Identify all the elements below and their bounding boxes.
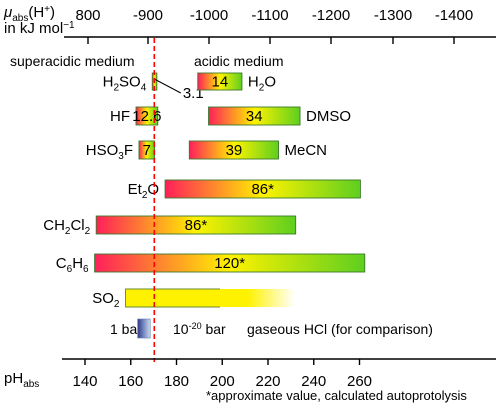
bar-rect — [208, 106, 301, 126]
bar-c6h6: C6H6 120* — [56, 253, 366, 275]
bottom-axis-tick-label: 140 — [72, 373, 97, 390]
bar-rect — [125, 289, 295, 307]
bottom-axis-ticks: 140 160 180 200 220 240 260 — [72, 359, 372, 390]
bar-rect — [135, 106, 159, 126]
bottom-axis-label: pHabs — [4, 370, 39, 390]
bar-et2o: Et2O 86* — [128, 179, 361, 201]
solvent-label: HSO3F — [86, 142, 133, 162]
solvent-label: C6H6 — [56, 255, 89, 275]
solvent-label: HF — [110, 108, 130, 125]
bar-dmso: DMSO 34 — [208, 106, 351, 126]
top-axis-unit: in kJ mol−1 — [4, 20, 75, 37]
value-label: 86* — [251, 181, 274, 198]
top-axis-label: μabs(H+) — [3, 4, 55, 24]
solvent-label: DMSO — [306, 108, 351, 125]
solvent-label: SO2 — [92, 290, 120, 310]
solvent-label: MeCN — [285, 142, 328, 159]
bottom-axis-tick-label: 180 — [164, 373, 189, 390]
hcl-left-label: 1 bar — [110, 321, 142, 337]
top-axis-tick-label: -900 — [133, 7, 163, 24]
bar-rect — [164, 179, 361, 199]
top-axis-ticks: 800 -900 -1000 -1100 -1200 -1300 -1400 — [75, 7, 473, 44]
solvent-bars: H2SO4 3.1 H2O 14 HF 12.6 DMSO 34 HSO3F 7 MeCN 39 Et2… — [43, 72, 366, 310]
bar-ch2cl2: CH2Cl2 86* — [43, 215, 297, 237]
top-axis-tick-label: 800 — [75, 7, 100, 24]
bar-h2o: H2O 14 — [197, 72, 276, 94]
footnote: *approximate value, calculated autoproto… — [206, 388, 467, 403]
solvent-label: Et2O — [128, 181, 159, 201]
bottom-axis-tick-label: 260 — [347, 373, 372, 390]
top-axis: μabs(H+) in kJ mol−1 800 -900 -1000 -1100 -1… — [3, 4, 496, 44]
bar-hso3f: HSO3F 7 — [86, 140, 155, 162]
value-label: 39 — [226, 142, 243, 159]
top-axis-tick-label: -1300 — [374, 7, 412, 24]
bottom-axis-tick-label: 220 — [255, 373, 280, 390]
value-label: 7 — [143, 142, 151, 159]
bottom-axis-tick-label: 160 — [118, 373, 143, 390]
value-label: 86* — [185, 217, 208, 234]
top-axis-tick-label: -1200 — [312, 7, 350, 24]
hcl-gradient-bar — [137, 318, 151, 339]
bar-rect — [188, 140, 279, 160]
bottom-axis: 140 160 180 200 220 240 260 pHabs — [4, 358, 496, 390]
region-label-superacidic: superacidic medium — [10, 53, 135, 69]
bar-so2: SO2 — [92, 288, 295, 310]
bar-rect — [197, 72, 243, 91]
solvent-label: CH2Cl2 — [43, 217, 90, 237]
top-axis-tick-label: -1100 — [251, 7, 288, 24]
hcl-reference: 1 bar 10-20 bar gaseous HCl (for compari… — [110, 318, 433, 339]
solvent-label: H2O — [248, 74, 276, 94]
hcl-right-label: 10-20 bar — [173, 321, 226, 337]
hcl-caption: gaseous HCl (for comparison) — [247, 321, 433, 337]
bar-rect — [94, 253, 366, 273]
top-axis-tick-label: -1400 — [435, 7, 473, 24]
bar-outline — [125, 288, 220, 308]
value-label: 34 — [246, 108, 263, 125]
region-label-acidic: acidic medium — [194, 53, 283, 69]
value-label: 120* — [214, 255, 245, 272]
bar-rect — [95, 215, 297, 235]
bar-mecn: MeCN 39 — [188, 140, 328, 160]
value-pointer — [154, 78, 182, 94]
bottom-axis-tick-label: 200 — [210, 373, 235, 390]
solvent-label: H2SO4 — [103, 74, 147, 94]
top-axis-tick-label: -1000 — [190, 7, 228, 24]
value-label: 14 — [212, 74, 229, 91]
bottom-axis-tick-label: 240 — [301, 373, 326, 390]
bar-h2so4: H2SO4 3.1 — [103, 72, 204, 102]
value-label: 12.6 — [132, 108, 161, 125]
